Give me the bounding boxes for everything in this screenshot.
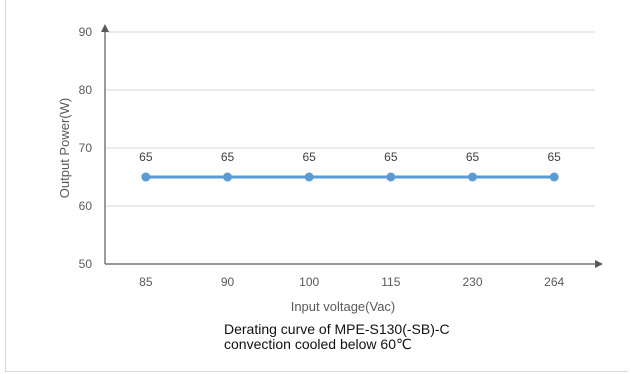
data-point-0 bbox=[141, 173, 150, 182]
data-point-1 bbox=[223, 173, 232, 182]
y-axis-arrow bbox=[101, 24, 109, 32]
x-tick-label-85: 85 bbox=[139, 275, 153, 289]
y-tick-label-90: 90 bbox=[79, 25, 93, 39]
axes bbox=[101, 24, 603, 268]
y-axis-title: Output Power(W) bbox=[57, 98, 72, 198]
x-tick-label-100: 100 bbox=[299, 275, 319, 289]
x-axis-title: Input voltage(Vac) bbox=[291, 299, 396, 314]
y-tick-label-60: 60 bbox=[79, 199, 93, 213]
data-label-0: 65 bbox=[139, 150, 153, 164]
x-tick-labels: 85 90 100 115 230 264 bbox=[139, 275, 564, 289]
y-tick-label-70: 70 bbox=[79, 141, 93, 155]
data-label-2: 65 bbox=[302, 150, 316, 164]
caption-line-2: convection cooled below 60℃ bbox=[224, 337, 450, 352]
gridlines bbox=[105, 32, 595, 206]
caption-line-1: Derating curve of MPE-S130(-SB)-C bbox=[224, 322, 450, 337]
data-label-1: 65 bbox=[221, 150, 235, 164]
data-labels: 65 65 65 65 65 65 bbox=[139, 150, 561, 164]
data-point-5 bbox=[550, 173, 559, 182]
x-tick-label-264: 264 bbox=[544, 275, 564, 289]
chart-caption: Derating curve of MPE-S130(-SB)-C convec… bbox=[224, 322, 450, 352]
x-axis-arrow bbox=[595, 260, 603, 268]
x-tick-label-115: 115 bbox=[381, 275, 400, 289]
data-label-4: 65 bbox=[466, 150, 480, 164]
data-point-3 bbox=[386, 173, 395, 182]
y-tick-label-80: 80 bbox=[79, 83, 93, 97]
y-tick-label-50: 50 bbox=[79, 257, 93, 271]
data-label-5: 65 bbox=[547, 150, 561, 164]
series-group bbox=[141, 173, 558, 182]
data-point-2 bbox=[305, 173, 314, 182]
data-point-4 bbox=[468, 173, 477, 182]
x-tick-label-90: 90 bbox=[221, 275, 235, 289]
x-tick-label-230: 230 bbox=[462, 275, 482, 289]
data-label-3: 65 bbox=[384, 150, 398, 164]
y-tick-labels: 50 60 70 80 90 bbox=[79, 25, 93, 271]
